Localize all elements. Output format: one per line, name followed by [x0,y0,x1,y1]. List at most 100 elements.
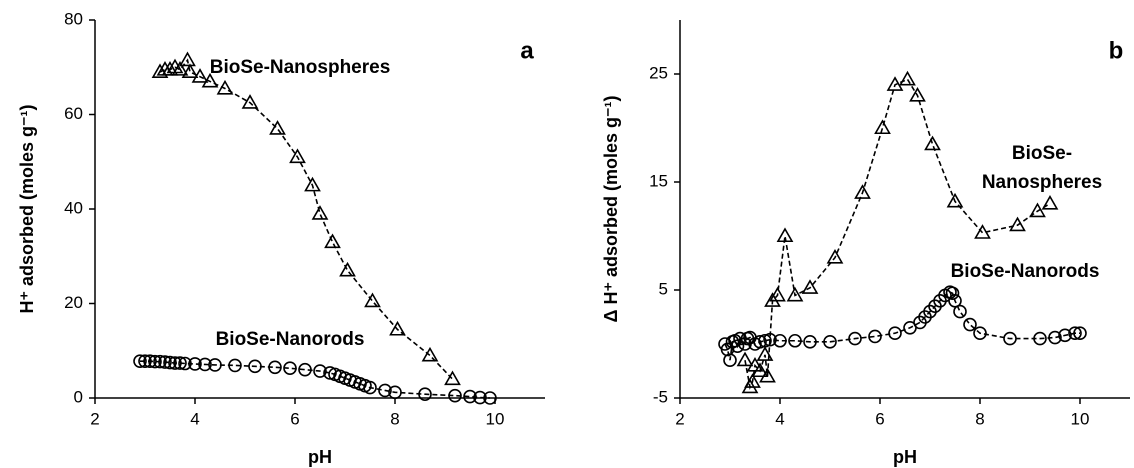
circle-marker [1003,331,1017,346]
x-tick-label: 2 [90,409,99,428]
circle-marker [388,385,402,400]
x-tick-label: 6 [290,409,299,428]
circle-marker [945,286,960,301]
circle-marker [730,339,745,353]
y-tick-label: 5 [659,279,668,298]
circle-marker [948,293,962,308]
panel-label: b [1109,37,1124,64]
triangle-marker [736,351,754,367]
triangle-marker [946,192,964,208]
circle-marker [1068,326,1082,341]
circle-marker [848,331,862,346]
circle-marker [753,335,767,349]
triangle-marker [1041,194,1059,210]
circle-marker [463,389,477,404]
circle-marker [723,353,737,368]
triangle-marker [324,233,341,249]
triangle-marker [201,72,219,88]
circle-marker [188,357,202,371]
triangle-marker [339,261,356,277]
triangle-marker [151,63,169,79]
triangle-marker [444,370,461,386]
circle-marker [198,357,212,372]
circle-marker [283,361,297,376]
circle-marker [773,333,787,348]
y-axis-label: H⁺ adsorbed (moles g⁻¹) [17,104,37,313]
y-tick-label: 0 [74,387,83,406]
triangle-marker [751,362,769,378]
triangle-marker [769,286,786,302]
y-tick-label: -5 [653,387,668,406]
y-axis-label: Δ H⁺ adsorbed (moles g⁻¹) [601,96,621,323]
triangle-marker [1009,216,1026,232]
circle-marker [148,354,162,369]
circle-marker [1073,326,1087,341]
triangle-marker [364,292,381,308]
circle-marker [1048,330,1062,345]
y-tick-label: 40 [64,198,83,217]
triangle-marker [756,346,774,361]
circle-marker [158,355,172,369]
circle-marker [378,383,392,398]
circle-marker [473,390,487,405]
circle-marker [963,317,977,332]
triangle-marker [289,148,306,164]
circle-marker [133,354,147,368]
circle-marker [823,335,837,349]
annotation: BioSe-Nanospheres [210,57,391,78]
triangle-marker [746,356,764,372]
circle-marker [163,355,177,370]
circle-marker [178,356,192,371]
triangle-marker [421,346,439,362]
y-tick-label: 25 [649,63,668,82]
triangle-marker [899,70,916,86]
x-axis-label: pH [308,447,332,467]
circle-marker [758,333,772,348]
triangle-marker [171,61,189,76]
triangle-marker [191,68,209,83]
circle-marker [888,326,902,341]
triangle-marker [874,119,891,135]
circle-marker [138,354,152,368]
triangle-marker [216,79,234,95]
triangle-marker [179,51,196,67]
circle-marker [1058,328,1072,343]
x-tick-label: 4 [190,409,199,428]
circle-marker [868,329,882,344]
x-tick-label: 10 [486,409,505,428]
circle-marker [313,364,327,378]
triangle-marker [759,367,776,383]
triangle-marker [744,373,761,388]
panel-label: a [520,37,534,64]
triangle-marker [161,61,179,76]
triangle-marker [311,205,329,220]
circle-marker [248,359,262,374]
annotation: BioSe-Nanorods [216,329,365,350]
x-tick-label: 8 [390,409,399,428]
x-tick-label: 8 [975,409,984,428]
circle-marker [228,358,242,373]
circle-marker [168,356,182,370]
triangle-marker [909,86,926,102]
circle-marker [803,335,817,349]
circle-marker [143,354,157,368]
circle-marker [483,391,497,405]
triangle-marker [1029,202,1046,218]
annotation: BioSe- [1012,143,1072,164]
triangle-marker [826,248,844,264]
y-tick-label: 15 [649,171,668,190]
triangle-marker [304,176,321,192]
circle-marker [788,333,802,348]
x-tick-label: 6 [875,409,884,428]
x-axis-label: pH [893,447,917,467]
triangle-marker [181,63,199,79]
x-tick-label: 4 [775,409,784,428]
triangle-marker [801,279,819,294]
circle-marker [1033,331,1047,346]
circle-marker [208,358,222,372]
circle-marker [173,356,187,370]
triangle-marker [241,94,259,109]
triangle-marker [974,224,991,239]
y-tick-label: 80 [64,9,83,28]
